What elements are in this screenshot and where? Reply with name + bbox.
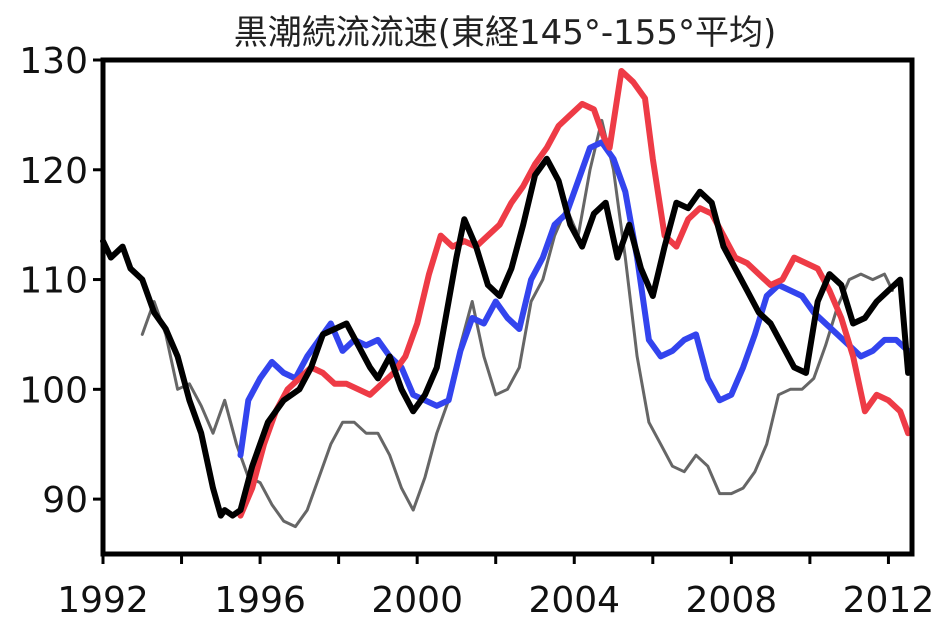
plot-frame xyxy=(100,57,915,557)
x-tick-label-0: 1992 xyxy=(57,580,149,619)
series-line-2 xyxy=(237,139,912,459)
y-tick-label-0: 90 xyxy=(42,480,88,521)
series-line-3 xyxy=(140,118,894,529)
x-axis-labels: 1992 1996 2000 2004 2008 2012 xyxy=(57,580,934,619)
series-line-0 xyxy=(100,155,912,519)
y-axis-labels: 90 100 110 120 130 xyxy=(19,41,88,521)
y-tick-label-1: 100 xyxy=(19,370,88,411)
x-tick-label-3: 2004 xyxy=(528,580,620,619)
y-tick-label-4: 130 xyxy=(19,41,88,82)
x-axis-ticks xyxy=(101,554,890,564)
x-tick-label-4: 2008 xyxy=(686,580,778,619)
x-tick-label-5: 2012 xyxy=(843,580,935,619)
y-tick-label-3: 120 xyxy=(19,151,88,192)
x-tick-label-2: 2000 xyxy=(371,580,463,619)
y-tick-label-2: 110 xyxy=(19,261,88,302)
chart-title: 黒潮続流流速(東経145°-155°平均) xyxy=(234,13,777,53)
x-tick-label-1: 1996 xyxy=(214,580,306,619)
series-layer xyxy=(100,68,912,529)
series-line-1 xyxy=(237,68,912,519)
y-axis-ticks xyxy=(93,58,103,501)
